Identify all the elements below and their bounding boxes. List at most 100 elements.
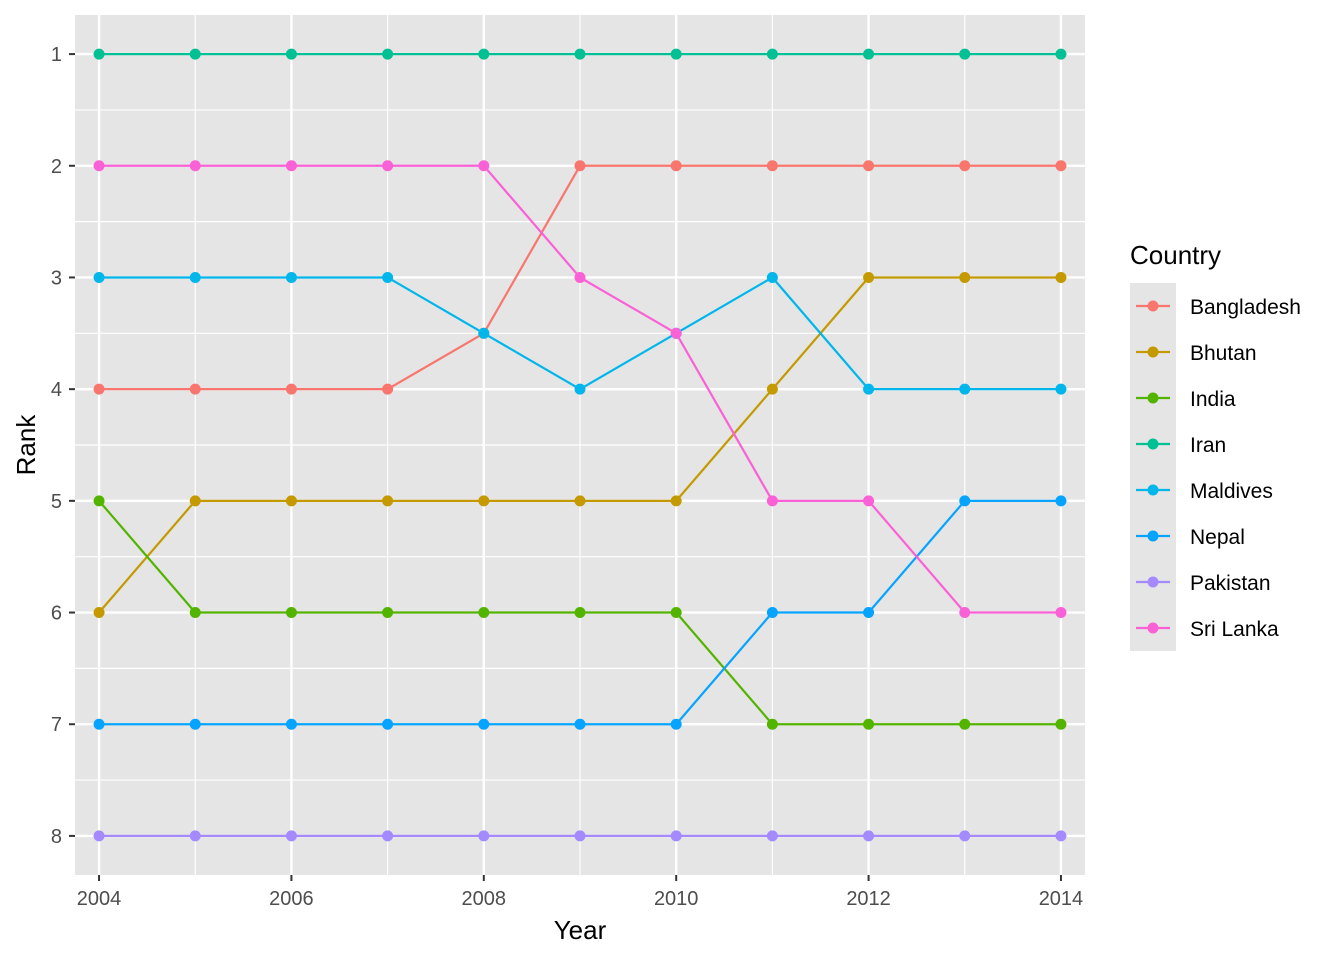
- data-point-maldives: [189, 271, 201, 283]
- legend-label: Iran: [1190, 434, 1226, 457]
- legend-label: Bhutan: [1190, 342, 1257, 365]
- legend-label: Pakistan: [1190, 572, 1271, 595]
- axis-ticks: [69, 53, 1062, 881]
- legend-item-maldives: Maldives: [1136, 480, 1273, 503]
- data-point-maldives: [285, 271, 297, 283]
- data-point-bhutan: [189, 495, 201, 507]
- data-point-bangladesh: [959, 160, 971, 172]
- data-point-bhutan: [478, 495, 490, 507]
- data-point-bhutan: [382, 495, 394, 507]
- data-point-pakistan: [478, 830, 490, 842]
- data-point-pakistan: [863, 830, 875, 842]
- data-point-pakistan: [1055, 830, 1067, 842]
- data-point-sri-lanka: [1055, 607, 1067, 619]
- data-point-bhutan: [285, 495, 297, 507]
- x-tick-label: 2008: [462, 888, 507, 910]
- legend-key-point: [1147, 346, 1159, 358]
- data-point-maldives: [959, 383, 971, 395]
- legend-item-sri-lanka: Sri Lanka: [1136, 618, 1279, 641]
- legend-key-point: [1147, 484, 1159, 496]
- data-point-bangladesh: [93, 383, 105, 395]
- data-point-india: [959, 718, 971, 730]
- data-point-nepal: [93, 718, 105, 730]
- legend-key-point: [1147, 438, 1159, 450]
- data-point-maldives: [1055, 383, 1067, 395]
- data-point-nepal: [285, 718, 297, 730]
- y-axis-title: Rank: [11, 414, 41, 476]
- data-point-nepal: [863, 607, 875, 619]
- series-sri-lanka: [93, 160, 1067, 619]
- legend-item-nepal: Nepal: [1136, 526, 1245, 549]
- data-point-sri-lanka: [766, 495, 778, 507]
- legend-key-point: [1147, 300, 1159, 312]
- data-point-pakistan: [670, 830, 682, 842]
- legend-label: India: [1190, 388, 1236, 411]
- legend-key-point: [1147, 392, 1159, 404]
- data-point-india: [863, 718, 875, 730]
- data-point-maldives: [478, 327, 490, 339]
- y-tick-label: 5: [51, 491, 62, 513]
- data-point-sri-lanka: [285, 160, 297, 172]
- data-point-iran: [863, 48, 875, 60]
- data-point-nepal: [1055, 495, 1067, 507]
- data-point-pakistan: [959, 830, 971, 842]
- data-point-maldives: [382, 271, 394, 283]
- data-point-pakistan: [766, 830, 778, 842]
- data-point-bangladesh: [285, 383, 297, 395]
- data-point-iran: [766, 48, 778, 60]
- data-point-nepal: [382, 718, 394, 730]
- data-point-bangladesh: [863, 160, 875, 172]
- data-point-nepal: [766, 607, 778, 619]
- x-tick-label: 2012: [846, 888, 891, 910]
- data-point-bhutan: [959, 271, 971, 283]
- data-point-sri-lanka: [574, 271, 586, 283]
- data-point-maldives: [863, 383, 875, 395]
- series-bhutan: [93, 271, 1067, 619]
- data-point-nepal: [574, 718, 586, 730]
- data-point-iran: [1055, 48, 1067, 60]
- data-point-india: [574, 607, 586, 619]
- data-point-sri-lanka: [670, 327, 682, 339]
- data-point-pakistan: [93, 830, 105, 842]
- data-point-maldives: [574, 383, 586, 395]
- data-point-sri-lanka: [863, 495, 875, 507]
- data-point-bhutan: [863, 271, 875, 283]
- data-point-sri-lanka: [189, 160, 201, 172]
- y-tick-label: 8: [51, 826, 62, 848]
- data-point-pakistan: [189, 830, 201, 842]
- data-point-bhutan: [574, 495, 586, 507]
- data-point-iran: [478, 48, 490, 60]
- y-tick-label: 3: [51, 267, 62, 289]
- data-point-pakistan: [382, 830, 394, 842]
- legend-item-bhutan: Bhutan: [1136, 342, 1257, 365]
- data-point-iran: [670, 48, 682, 60]
- data-point-pakistan: [285, 830, 297, 842]
- data-point-maldives: [766, 271, 778, 283]
- data-point-bangladesh: [766, 160, 778, 172]
- data-point-bangladesh: [1055, 160, 1067, 172]
- data-point-india: [93, 495, 105, 507]
- legend-label: Bangladesh: [1190, 296, 1301, 319]
- data-point-bangladesh: [382, 383, 394, 395]
- x-tick-label: 2010: [654, 888, 699, 910]
- data-point-iran: [189, 48, 201, 60]
- data-point-india: [766, 718, 778, 730]
- series-nepal: [93, 495, 1067, 730]
- legend-label: Nepal: [1190, 526, 1245, 549]
- series-layer: [93, 48, 1067, 842]
- data-point-iran: [93, 48, 105, 60]
- legend-key-point: [1147, 622, 1159, 634]
- series-pakistan: [93, 830, 1067, 842]
- x-axis-title: Year: [554, 915, 607, 945]
- data-point-bhutan: [670, 495, 682, 507]
- data-point-sri-lanka: [93, 160, 105, 172]
- data-point-sri-lanka: [382, 160, 394, 172]
- data-point-india: [285, 607, 297, 619]
- x-tick-label: 2014: [1039, 888, 1084, 910]
- data-point-nepal: [959, 495, 971, 507]
- x-tick-label: 2006: [269, 888, 314, 910]
- data-point-bhutan: [93, 607, 105, 619]
- data-point-iran: [285, 48, 297, 60]
- legend-label: Maldives: [1190, 480, 1273, 503]
- axis-tick-labels: 2004 2006 2008 2010 2012 2014 1 2 3 4 5 6 7 8: [51, 44, 1083, 910]
